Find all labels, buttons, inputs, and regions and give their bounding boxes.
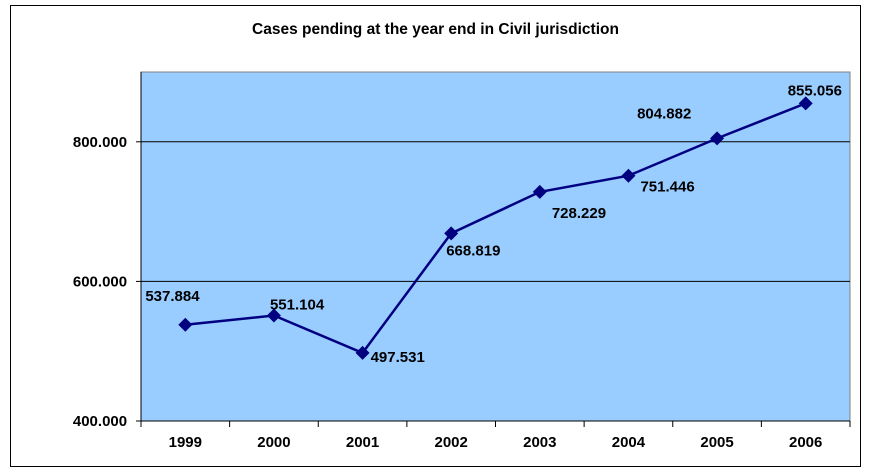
data-label: 537.884 (145, 288, 200, 305)
x-tick-label: 1999 (169, 434, 202, 451)
y-tick-label: 400.000 (73, 413, 127, 430)
data-point (355, 345, 370, 360)
x-tick-label: 2005 (700, 434, 733, 451)
chart-title: Cases pending at the year end in Civil j… (252, 21, 619, 38)
data-point (532, 184, 547, 199)
data-label: 751.446 (640, 179, 694, 196)
data-label: 728.229 (552, 205, 606, 222)
data-label: 804.882 (637, 105, 691, 122)
data-point (621, 168, 636, 183)
data-point (798, 96, 813, 111)
data-point (444, 226, 459, 241)
x-tick-label: 2001 (346, 434, 379, 451)
data-label: 497.531 (371, 349, 425, 366)
data-label: 551.104 (270, 297, 325, 314)
y-tick-label: 600.000 (73, 273, 127, 290)
data-point (178, 317, 193, 332)
x-tick-label: 2003 (523, 434, 556, 451)
x-tick-label: 2006 (789, 434, 822, 451)
data-point (266, 308, 281, 323)
x-tick-label: 2002 (435, 434, 468, 451)
x-tick-label: 2004 (612, 434, 646, 451)
x-tick-label: 2000 (257, 434, 290, 451)
series-line (185, 102, 807, 355)
data-label: 855.056 (788, 82, 842, 99)
y-tick-label: 800.000 (73, 134, 127, 151)
data-point (710, 131, 725, 146)
plot-area (140, 71, 851, 422)
data-label: 668.819 (446, 242, 500, 259)
